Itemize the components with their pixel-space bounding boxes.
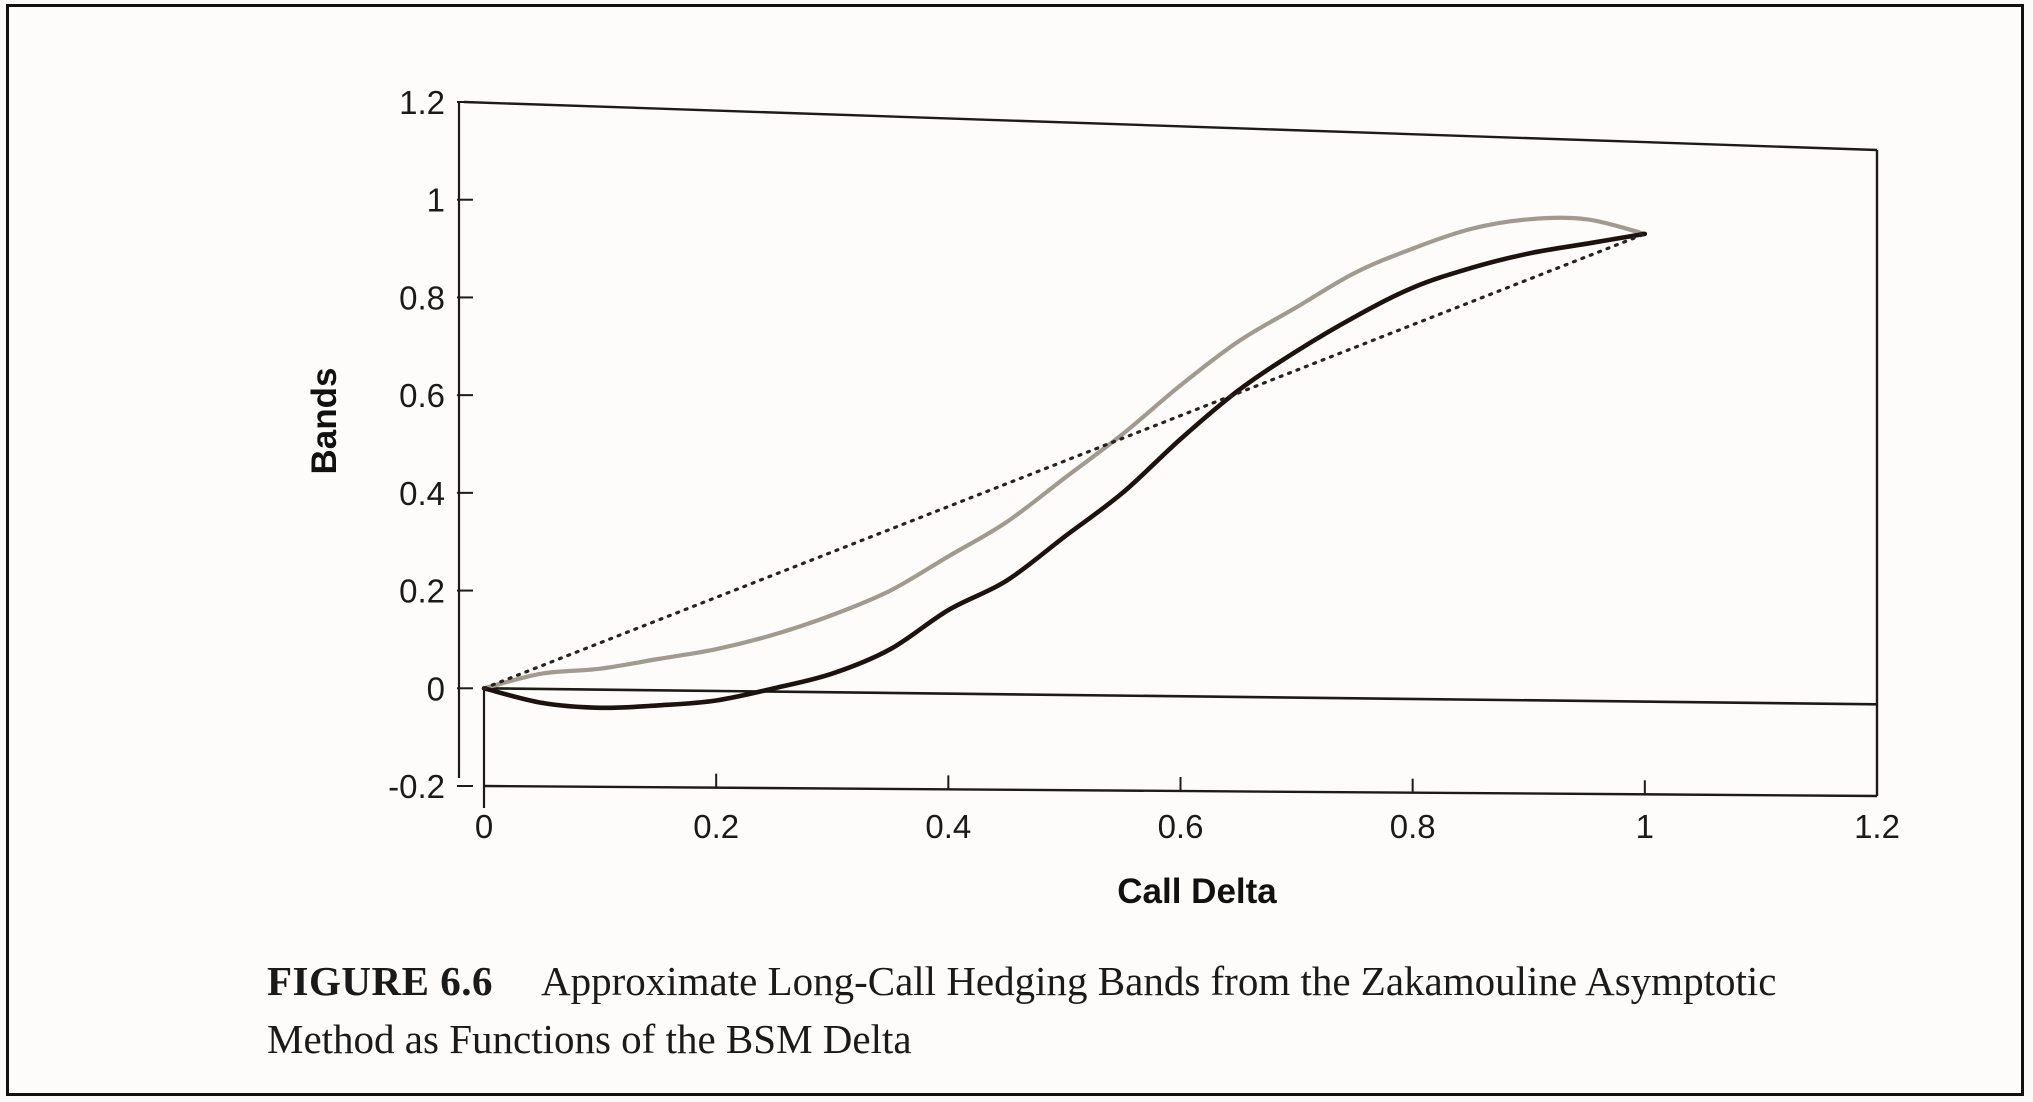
y-tick-label: 0.6 (399, 377, 445, 414)
axes (457, 101, 1878, 808)
zero-line (483, 686, 1878, 706)
caption-text: Approximate Long-Call Hedging Bands from… (267, 958, 1777, 1062)
x-tick-label: 0.4 (925, 808, 971, 845)
x-tick-label: 1 (1636, 808, 1654, 845)
figure-caption: FIGURE 6.6 Approximate Long-Call Hedging … (267, 952, 1827, 1068)
x-tick-label: 1.2 (1854, 808, 1900, 845)
y-axis-title: Bands (305, 368, 344, 475)
x-tick-label: 0.8 (1390, 808, 1436, 845)
x-tick-label: 0.6 (1158, 808, 1204, 845)
figure-number: FIGURE 6.6 (267, 958, 493, 1004)
figure-page: -0.2 0 0.2 0.4 0.6 0.8 1 1.2 0 0.2 0.4 0.6 0.8 1 1.2 C… (6, 4, 2024, 1096)
plot-top-border (463, 100, 1878, 152)
plot-frame (463, 100, 1879, 796)
y-tick-label: 1 (427, 182, 445, 219)
x-tick-label: 0 (475, 808, 493, 845)
y-tick-label: 0.2 (399, 573, 445, 610)
tick-labels: -0.2 0 0.2 0.4 0.6 0.8 1 1.2 0 0.2 0.4 0.6 0.8 1 1.2 (388, 84, 1900, 845)
y-tick-label: -0.2 (388, 768, 445, 805)
y-tick-label: 0.4 (399, 475, 445, 512)
chart: -0.2 0 0.2 0.4 0.6 0.8 1 1.2 0 0.2 0.4 0.6 0.8 1 1.2 C… (305, 84, 1900, 911)
x-axis-title: Call Delta (1117, 872, 1277, 911)
series-line-black-solid (481, 231, 1648, 711)
y-tick-label: 0 (427, 670, 445, 707)
y-tick-label: 0.8 (399, 279, 445, 316)
series-line-gray-solid (481, 215, 1647, 691)
y-tick-label: 1.2 (399, 84, 445, 121)
x-tick-label: 0.2 (693, 808, 739, 845)
series-line-dotted (482, 232, 1647, 690)
series-layer (481, 215, 1648, 711)
